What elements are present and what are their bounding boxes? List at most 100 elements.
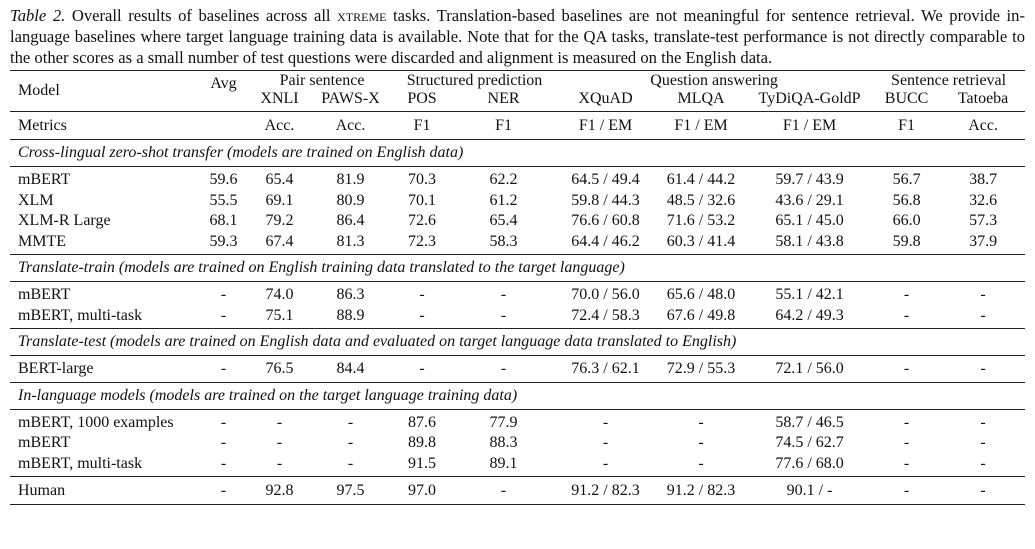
score-cell: 57.3 [969,212,998,230]
score-cell: 32.6 [969,191,998,209]
table-row: mBERT, 1000 examples - - - 87.6 77.9 - - 58.7 / … [10,409,1026,433]
score-cell: - [602,434,609,452]
score-cell: 91.2 / 82.3 [571,481,640,499]
score-cell: 90.1 / - [786,481,833,499]
score-cell: 70.1 [408,191,437,209]
score-cell: 76.3 / 62.1 [571,360,640,378]
score-cell: - [347,434,354,452]
score-cell: 76.6 / 60.8 [571,212,640,230]
metrics-row: Metrics Acc. Acc. F1 F1 F1 / EM F1 / EM … [10,111,1026,140]
score-cell: 74.5 / 62.7 [775,434,844,452]
score-cell: - [903,481,910,499]
score-cell: 38.7 [969,171,998,189]
score-cell: - [347,454,354,472]
model-name-cell: XLM [18,191,54,209]
section-title: Translate-test (models are trained on En… [18,333,737,350]
model-name-cell: mBERT [18,171,71,189]
score-cell: - [903,413,910,431]
score-cell: 64.5 / 49.4 [571,171,640,189]
score-cell: - [500,360,507,378]
score-cell: 91.5 [408,454,437,472]
score-cell: - [220,454,227,472]
task-header: XQuAD [578,90,633,107]
score-cell: 43.6 / 29.1 [775,191,844,209]
score-cell: 88.9 [336,306,365,324]
results-body: Cross-lingual zero-shot transfer (models… [10,139,1026,505]
task-header: BUCC [884,90,929,107]
task-header: Tatoeba [957,90,1009,107]
score-cell: - [602,454,609,472]
metric-cell: F1 / EM [578,116,633,134]
score-cell: - [500,306,507,324]
model-name-cell: BERT-large [18,360,94,378]
score-cell: 72.4 / 58.3 [571,306,640,324]
table-row: XLM 55.5 69.1 80.9 70.1 61.2 59.8 / 44.3 48.5 /… [10,191,1025,212]
score-cell: 58.3 [489,232,518,250]
score-cell: 91.2 / 82.3 [666,481,736,499]
score-cell: - [419,306,425,324]
score-cell: 56.8 [892,191,921,209]
score-cell: 66.0 [892,212,921,230]
score-cell: 59.8 / 44.3 [571,191,640,209]
model-name-cell: mBERT, multi-task [18,454,143,472]
header-group-row: Model Avg Pair sentence Structured predi… [10,70,1026,99]
model-header: Model [18,82,60,99]
model-name-cell: mBERT, multi-task [18,306,143,324]
score-cell: - [347,413,354,431]
metric-cell: F1 [413,116,431,134]
group-header-structured-prediction: Structured prediction [406,72,543,89]
group-header-pair-sentence: Pair sentence [279,72,365,89]
score-cell: 55.1 / 42.1 [775,286,844,304]
metric-cell: F1 [898,116,916,134]
score-cell: 75.1 [265,306,294,324]
table-row: Human - 92.8 97.5 97.0 - 91.2 / 82.3 91.2 / 82.… [10,476,1026,505]
score-cell: - [220,413,227,431]
score-cell: 97.0 [408,481,437,499]
model-name-cell: mBERT [18,286,71,304]
score-cell: 81.3 [336,232,365,250]
score-cell: - [903,434,910,452]
score-cell: - [903,360,910,378]
score-cell: 68.1 [209,212,238,230]
score-cell: 92.8 [265,481,294,499]
score-cell: 61.4 / 44.2 [666,171,736,189]
score-cell: 71.6 / 53.2 [666,212,736,230]
score-cell: - [980,434,986,452]
model-name-cell: MMTE [18,232,66,250]
caption-text-before: Overall results of baselines across all [65,6,338,25]
score-cell: 65.6 / 48.0 [666,286,736,304]
score-cell: - [698,434,704,452]
score-cell: 72.3 [408,232,437,250]
task-header: POS [407,90,437,107]
score-cell: 76.5 [265,360,294,378]
score-cell: 88.3 [489,434,518,452]
section-header-row: In-language models (models are trained o… [10,382,1026,409]
score-cell: - [698,413,704,431]
score-cell: 72.9 / 55.3 [666,360,736,378]
table-row: mBERT, multi-task - - - 91.5 89.1 - - 77.6 / 68.… [10,454,1025,477]
score-cell: 58.7 / 46.5 [775,413,844,431]
score-cell: 58.1 / 43.8 [775,232,844,250]
section-header-row: Cross-lingual zero-shot transfer (models… [10,139,1026,167]
score-cell: 79.2 [265,212,294,230]
score-cell: 61.2 [489,191,518,209]
table-row: BERT-large - 76.5 84.4 - - 76.3 / 62.1 72.9 / 5… [10,355,1026,383]
task-header: PAWS-X [321,90,380,107]
score-cell: 84.4 [336,360,365,378]
score-cell: - [698,454,704,472]
score-cell: - [980,413,986,431]
score-cell: 62.2 [489,171,518,189]
score-cell: 70.0 / 56.0 [571,286,640,304]
score-cell: 67.6 / 49.8 [666,306,736,324]
table-row: mBERT, multi-task - 75.1 88.9 - - 72.4 / 58.3 6… [10,306,1025,329]
score-cell: 97.5 [336,481,365,499]
score-cell: - [980,481,986,499]
task-header: XNLI [260,90,299,107]
metric-cell: Acc. [264,116,295,134]
model-name-cell: mBERT [18,434,71,452]
score-cell: - [500,286,507,304]
score-cell: 67.4 [265,232,294,250]
score-cell: 72.1 / 56.0 [775,360,844,378]
section-title: In-language models (models are trained o… [18,386,518,404]
score-cell: - [220,360,227,378]
